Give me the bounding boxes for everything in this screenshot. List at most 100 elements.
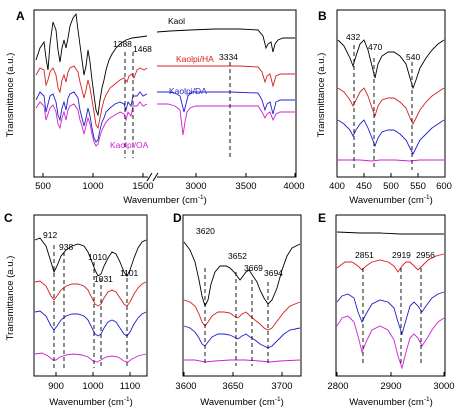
panel-b-letter: B [318, 9, 327, 23]
panel-a-peak-labels: 1388 1468 3334 [113, 39, 238, 62]
series-kaolpi-oa-line-e [336, 315, 445, 370]
panel-a-xtick-label: 500 [35, 181, 51, 192]
series-label-kaolpi-oa: Kaolpi/OA [110, 140, 149, 150]
panel-d-xlabel-sup: -1 [275, 396, 281, 403]
peak-label: 1010 [88, 252, 107, 262]
series-kaolpi-ha-line [35, 65, 295, 130]
series-kaol-line-e [336, 231, 444, 235]
panel-d-peak-labels: 3620 3652 3669 3694 [196, 226, 283, 278]
series-kaol-line-d [183, 241, 301, 308]
peak-label: 432 [346, 32, 360, 42]
panel-d-xlabel-main: Wavenumber (cm [200, 397, 275, 408]
panel-c-xticks [55, 372, 131, 376]
series-kaolpi-da-line [35, 91, 295, 143]
series-label-kaolpi-da: Kaolpi/DA [169, 86, 207, 96]
panel-d: D 3600 3650 3700 Wavenumber (cm-1) 3620 … [173, 211, 302, 408]
panel-a: A Transmittance (a.u.) 500 1000 1500 300… [5, 9, 305, 206]
peak-label: 912 [43, 230, 57, 240]
peak-label: 1101 [120, 268, 139, 278]
panel-e-xtick-label: 2900 [380, 381, 401, 392]
panel-c-xlabel-close: ) [130, 397, 133, 408]
panel-c-xtick-labels: 900 1000 1100 [48, 381, 140, 392]
panel-c-letter: C [4, 211, 13, 225]
panel-b-xtick-label: 500 [383, 181, 399, 192]
panel-e: E 2800 2900 3000 Wavenumber (cm-1) 2851 … [318, 211, 455, 408]
panel-e-xlabel-close: ) [430, 397, 433, 408]
panel-a-xtick-label: 1000 [82, 181, 103, 192]
panel-e-xtick-label: 2800 [327, 381, 348, 392]
series-kaolpi-da-line-c [34, 310, 147, 337]
series-kaolpi-da-line-e [336, 291, 445, 336]
series-kaolpi-da-line-d [183, 325, 301, 349]
panel-a-xlabel: Wavenumber (cm-1) [123, 194, 207, 206]
series-kaolpi-ha-line-b [337, 87, 445, 126]
panel-c-xtick-label: 1000 [82, 381, 103, 392]
panel-b-xtick-label: 400 [329, 181, 345, 192]
panel-a-ylabel: Transmittance (a.u.) [5, 53, 16, 138]
panel-b-ylabel: Transmittance (a.u.) [316, 53, 327, 138]
peak-label: 2956 [416, 250, 435, 260]
series-label-kaol: Kaol [168, 16, 185, 26]
peak-label: 3652 [228, 251, 247, 261]
peak-label: 1468 [133, 44, 152, 54]
panel-b: B Transmittance (a.u.) 400 450 500 550 6… [316, 9, 452, 206]
panel-e-xlabel-sup: -1 [424, 396, 430, 403]
panel-d-xticks [183, 372, 283, 376]
panel-d-letter: D [173, 211, 182, 225]
peak-label: 540 [406, 52, 420, 62]
panel-c-ylabel: Transmittance (a.u.) [5, 256, 16, 341]
peak-label: 938 [59, 242, 73, 252]
panel-c-xlabel-main: Wavenumber (cm [49, 397, 124, 408]
panel-c-xlabel: Wavenumber (cm-1) [49, 396, 133, 408]
panel-e-xticks [336, 372, 445, 376]
series-kaolpi-oa-line [35, 101, 295, 147]
series-kaol-line-b [337, 39, 445, 90]
peak-label: 2851 [355, 250, 374, 260]
panel-e-frame [335, 214, 446, 377]
panel-c-peak-labels: 912 938 1010 1031 1101 [43, 230, 139, 284]
panel-a-series-labels: Kaol Kaolpi/HA Kaolpi/DA Kaolpi/OA [110, 16, 214, 150]
panel-e-xtick-label: 3000 [433, 381, 454, 392]
panel-a-xlabel-close: ) [204, 195, 207, 206]
panel-b-xlabel-sup: -1 [424, 194, 430, 201]
panel-b-xticks [336, 173, 446, 177]
panel-e-xlabel-main: Wavenumber (cm [349, 397, 424, 408]
panel-a-xtick-label: 4000 [283, 181, 304, 192]
panel-d-xlabel-close: ) [281, 397, 284, 408]
panel-b-peak-labels: 432 470 540 [346, 32, 420, 62]
panel-e-letter: E [318, 211, 326, 225]
panel-e-xlabel: Wavenumber (cm-1) [349, 396, 433, 408]
series-kaolpi-ha-line-e [336, 253, 445, 273]
panel-a-xlabel-sup: -1 [198, 194, 204, 201]
panel-c: C Transmittance (a.u.) 900 1000 1100 Wav… [4, 211, 148, 408]
peak-label: 3694 [264, 268, 283, 278]
peak-label: 3334 [219, 52, 238, 62]
series-kaol-line [35, 12, 295, 117]
panel-d-xtick-label: 3650 [222, 381, 243, 392]
peak-label: 1031 [94, 274, 113, 284]
series-kaolpi-oa-line-d [184, 359, 301, 363]
series-label-kaolpi-ha: Kaolpi/HA [176, 54, 214, 64]
peak-label: 3669 [244, 263, 263, 273]
series-kaolpi-ha-line-c [34, 280, 147, 307]
panel-a-xticks [42, 173, 296, 177]
panel-a-xtick-label: 1500 [132, 181, 153, 192]
panel-b-xtick-labels: 400 450 500 550 600 [329, 181, 452, 192]
panel-b-xtick-label: 550 [410, 181, 426, 192]
panel-e-xtick-labels: 2800 2900 3000 [327, 381, 454, 392]
panel-a-xtick-labels: 500 1000 1500 3000 3500 4000 [35, 181, 305, 192]
panel-d-xtick-label: 3600 [175, 381, 196, 392]
peak-label: 2919 [392, 250, 411, 260]
panel-e-peak-labels: 2851 2919 2956 [355, 250, 435, 260]
panel-c-xtick-label: 1100 [120, 381, 140, 392]
panel-c-xlabel-sup: -1 [124, 396, 130, 403]
series-kaolpi-oa-line-c [34, 352, 147, 363]
panel-b-xtick-label: 450 [356, 181, 372, 192]
peak-label: 1388 [113, 39, 132, 49]
series-kaolpi-oa-line-b [338, 159, 444, 162]
panel-c-frame [33, 214, 148, 377]
panel-a-frame [33, 9, 297, 178]
panel-b-xlabel-main: Wavenumber (cm [349, 195, 424, 206]
panel-c-xtick-label: 900 [48, 381, 64, 392]
panel-b-xlabel-close: ) [430, 195, 433, 206]
